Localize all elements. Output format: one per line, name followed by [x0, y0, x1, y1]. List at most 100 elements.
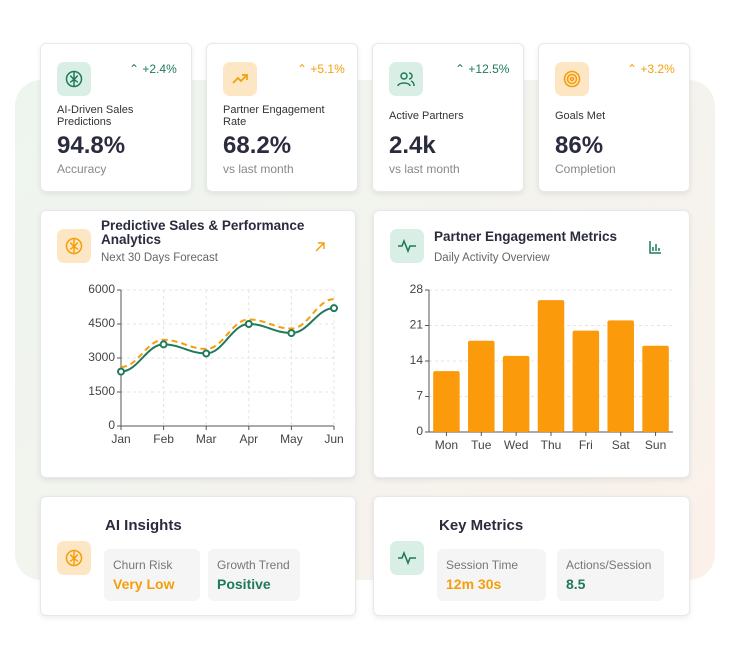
- pill-value: Very Low: [113, 576, 175, 592]
- x-tick-label: Thu: [541, 438, 562, 452]
- insight-pill: Growth Trend Positive: [208, 549, 300, 601]
- insight-pill: Churn Risk Very Low: [104, 549, 200, 601]
- kpi-change: ⌃ +12.5%: [455, 62, 510, 76]
- metrics-card: Key Metrics Session Time 12m 30s Actions…: [373, 496, 690, 616]
- icon: [389, 62, 423, 96]
- chart-subtitle: Daily Activity Overview: [434, 252, 550, 264]
- metric-pill: Actions/Session 8.5: [557, 549, 664, 601]
- y-tick-label: 4500: [88, 316, 115, 330]
- x-tick-label: Fri: [579, 438, 593, 452]
- y-tick-label: 14: [410, 353, 424, 367]
- kpi-value: 94.8%: [57, 132, 126, 159]
- brain-icon: [65, 549, 83, 567]
- point: [287, 329, 296, 338]
- kpi-value: 2.4k: [389, 132, 436, 159]
- y-tick-label: 3000: [88, 350, 115, 364]
- y-tick-label: 21: [410, 318, 424, 332]
- bar: [433, 371, 460, 432]
- pill-value: 12m 30s: [446, 576, 502, 592]
- chart-title: Predictive Sales & Performance Analytics: [101, 218, 305, 247]
- kpi-change-text: +2.4%: [142, 62, 177, 76]
- y-tick-label: 28: [410, 282, 424, 296]
- pill-value: 8.5: [566, 576, 586, 592]
- kpi-sub: vs last month: [223, 162, 294, 176]
- x-tick-label: Jan: [111, 432, 130, 446]
- line-series: [120, 298, 335, 369]
- bar: [642, 345, 669, 432]
- pill-label: Growth Trend: [217, 558, 290, 572]
- bar: [537, 300, 565, 432]
- metric-pill: Session Time 12m 30s: [437, 549, 546, 601]
- target-icon: [563, 70, 581, 88]
- chart-card: Predictive Sales & Performance Analytics…: [40, 210, 356, 478]
- pill-label: Churn Risk: [113, 558, 173, 572]
- y-tick-label: 0: [108, 418, 115, 432]
- x-tick-label: Sat: [612, 438, 631, 452]
- kpi-label: Partner Engagement Rate: [223, 104, 325, 128]
- y-tick-label: 7: [416, 389, 423, 403]
- expand-icon[interactable]: [314, 241, 326, 253]
- chart-card: Partner Engagement Metrics Daily Activit…: [373, 210, 690, 478]
- x-tick-label: Jun: [324, 432, 343, 446]
- x-tick-label: Mon: [435, 438, 458, 452]
- kpi-change: ⌃ +2.4%: [129, 62, 177, 76]
- section-title: AI Insights: [105, 517, 182, 534]
- kpi-card: ⌃ +12.5% Active Partners 2.4k vs last mo…: [372, 43, 524, 192]
- kpi-card: ⌃ +2.4% AI-Driven Sales Predictions 94.8…: [40, 43, 192, 192]
- pulse-icon: [398, 550, 416, 566]
- pill-label: Session Time: [446, 558, 519, 572]
- point: [202, 349, 211, 358]
- brain-icon: [65, 237, 83, 255]
- icon: [555, 62, 589, 96]
- kpi-label: AI-Driven Sales Predictions: [57, 104, 134, 128]
- section-title: Key Metrics: [439, 517, 524, 534]
- icon: [57, 62, 91, 96]
- point: [244, 320, 253, 328]
- x-tick-label: Mar: [196, 432, 217, 446]
- bar: [572, 330, 600, 432]
- chart-subtitle: Next 30 Days Forecast: [101, 252, 218, 264]
- x-tick-label: May: [280, 432, 303, 446]
- kpi-change-text: +12.5%: [468, 62, 510, 76]
- line-series: [120, 307, 335, 373]
- x-tick-label: Feb: [153, 432, 174, 446]
- icon: [390, 229, 424, 263]
- point: [117, 367, 125, 376]
- bar: [468, 340, 495, 432]
- y-tick-label: 6000: [88, 282, 115, 296]
- icon: [57, 229, 91, 263]
- kpi-sub: Accuracy: [57, 162, 107, 176]
- icon: [57, 541, 91, 575]
- kpi-card: ⌃ +5.1% Partner Engagement Rate 68.2% vs…: [206, 43, 358, 192]
- x-tick-label: Sun: [645, 438, 666, 452]
- trend-icon: [232, 74, 248, 84]
- people-icon: [397, 72, 415, 87]
- pill-label: Actions/Session: [566, 558, 652, 572]
- kpi-label: Active Partners: [389, 110, 464, 122]
- point: [330, 304, 338, 313]
- y-tick-label: 0: [416, 424, 423, 438]
- pill-value: Positive: [217, 576, 271, 592]
- insights-card: AI Insights Churn Risk Very Low Growth T…: [40, 496, 356, 616]
- kpi-label: Goals Met: [555, 110, 606, 122]
- bar: [607, 320, 634, 432]
- x-tick-label: Wed: [504, 438, 528, 452]
- kpi-change-text: +3.2%: [640, 62, 675, 76]
- x-tick-label: Apr: [239, 432, 258, 446]
- icon: [223, 62, 257, 96]
- pulse-icon: [398, 238, 416, 254]
- bar-chart-icon[interactable]: [648, 240, 662, 254]
- kpi-card: ⌃ +3.2% Goals Met 86% Completion: [538, 43, 690, 192]
- kpi-change: ⌃ +5.1%: [297, 62, 345, 76]
- kpi-change: ⌃ +3.2%: [627, 62, 675, 76]
- kpi-sub: vs last month: [389, 162, 460, 176]
- kpi-change-text: +5.1%: [310, 62, 345, 76]
- bar: [502, 355, 530, 432]
- kpi-value: 86%: [555, 132, 604, 159]
- chart-title: Partner Engagement Metrics: [434, 229, 618, 244]
- point: [159, 340, 168, 349]
- y-tick-label: 1500: [88, 384, 115, 398]
- x-tick-label: Tue: [471, 438, 492, 452]
